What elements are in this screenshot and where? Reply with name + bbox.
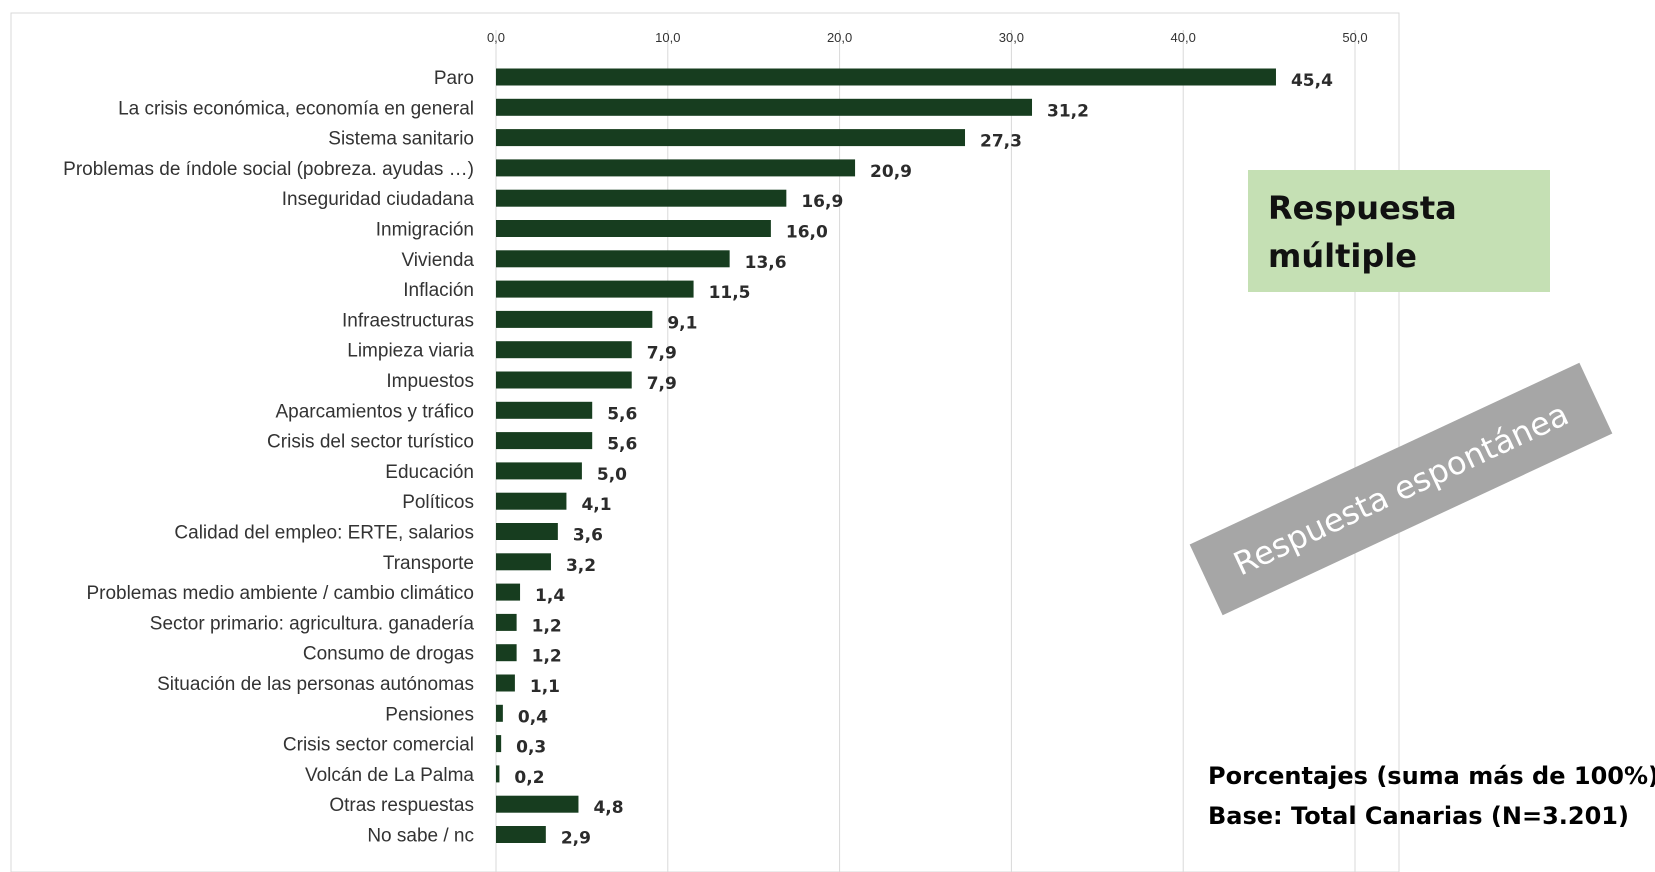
value-label: 9,1 (667, 313, 697, 333)
value-label: 45,4 (1291, 71, 1333, 91)
value-labels: 45,4 31,2 27,3 20,9 16,9 16,0 13,6 11,5 9,1 7,9 7,… (514, 71, 1333, 849)
bar (496, 523, 558, 540)
category-label: Problemas de índole social (pobreza. ayu… (63, 159, 474, 180)
category-label: Pensiones (385, 704, 474, 725)
category-label: Limpieza viaria (347, 341, 474, 362)
value-label: 5,6 (607, 435, 637, 455)
value-label: 0,2 (514, 768, 544, 788)
category-label: Sector primario: agricultura. ganadería (150, 613, 475, 634)
category-label: Impuestos (386, 371, 474, 392)
bar (496, 795, 579, 813)
value-label: 7,9 (647, 344, 677, 364)
bar (496, 492, 567, 510)
value-label: 16,9 (801, 192, 843, 212)
bar (496, 644, 517, 662)
category-label: Inseguridad ciudadana (282, 189, 475, 210)
category-label: Infraestructuras (342, 310, 474, 331)
bar (496, 704, 503, 722)
multiple-response-line1: Respuesta (1268, 189, 1457, 227)
value-label: 20,9 (870, 162, 912, 182)
bar (496, 432, 593, 450)
value-label: 5,6 (607, 404, 637, 424)
bar (496, 583, 521, 601)
bar (496, 613, 517, 631)
bar (496, 735, 502, 753)
bar (496, 189, 787, 207)
value-label: 5,0 (597, 465, 627, 485)
category-label: No sabe / nc (367, 826, 474, 847)
value-label: 4,8 (593, 798, 623, 818)
x-tick-label: 40,0 (1171, 30, 1196, 45)
value-label: 7,9 (647, 374, 677, 394)
bar (496, 98, 1033, 116)
x-tick-label: 10,0 (655, 30, 680, 45)
bar (496, 310, 653, 328)
bar (496, 826, 546, 843)
category-label: Crisis sector comercial (283, 735, 474, 756)
percentages-note: Porcentajes (suma más de 100%) (1208, 762, 1655, 790)
category-label: Crisis del sector turístico (267, 432, 474, 453)
category-label: Vivienda (401, 250, 474, 271)
bar (496, 401, 593, 419)
base-note: Base: Total Canarias (N=3.201) (1208, 802, 1629, 830)
value-label: 1,2 (532, 616, 562, 636)
bar (496, 68, 1276, 86)
x-tick-label: 50,0 (1342, 30, 1367, 45)
category-label: Inflación (403, 280, 474, 301)
value-label: 2,9 (561, 829, 591, 849)
bar (496, 674, 515, 692)
category-label: La crisis económica, economía en general (118, 98, 474, 119)
value-label: 0,4 (518, 707, 548, 727)
bar (496, 250, 730, 268)
value-label: 3,6 (573, 526, 603, 546)
category-label: Consumo de drogas (303, 644, 474, 665)
bar (496, 553, 551, 571)
x-tick-labels: 0,0 10,0 20,0 30,0 40,0 50,0 (487, 30, 1368, 45)
value-label: 16,0 (786, 223, 828, 243)
x-tick-label: 30,0 (999, 30, 1024, 45)
category-label: Otras respuestas (329, 795, 474, 816)
bar (496, 765, 500, 783)
bar (496, 220, 771, 237)
category-label: Aparcamientos y tráfico (275, 401, 474, 422)
x-tick-label: 0,0 (487, 30, 505, 45)
bar (496, 280, 694, 298)
x-tick-label: 20,0 (827, 30, 852, 45)
value-label: 1,4 (535, 586, 565, 606)
bar (496, 462, 582, 480)
bars (496, 68, 1276, 843)
multiple-response-line2: múltiple (1268, 237, 1417, 275)
value-label: 0,3 (516, 738, 546, 758)
category-label: Educación (385, 462, 474, 483)
multiple-response-box: Respuesta múltiple (1248, 170, 1550, 292)
category-label: Situación de las personas autónomas (157, 674, 474, 695)
category-label: Sistema sanitario (328, 129, 474, 150)
value-label: 13,6 (745, 253, 787, 273)
category-label: Problemas medio ambiente / cambio climát… (86, 583, 474, 604)
category-label: Paro (434, 68, 474, 89)
value-label: 11,5 (709, 283, 751, 303)
category-labels: Paro La crisis económica, economía en gen… (63, 68, 474, 847)
plot-frame (10, 12, 1400, 872)
value-label: 27,3 (980, 132, 1022, 152)
value-label: 4,1 (581, 495, 611, 515)
value-label: 31,2 (1047, 101, 1089, 121)
bar (496, 159, 856, 177)
category-label: Políticos (402, 492, 474, 513)
value-label: 1,2 (532, 647, 562, 667)
bar (496, 129, 966, 147)
value-label: 3,2 (566, 556, 596, 576)
category-label: Transporte (383, 553, 474, 574)
bar (496, 371, 632, 389)
category-label: Calidad del empleo: ERTE, salarios (174, 523, 474, 544)
category-label: Inmigración (376, 220, 474, 241)
chart-notes: Porcentajes (suma más de 100%) Base: Tot… (1208, 756, 1655, 836)
bar (496, 341, 632, 359)
category-label: Volcán de La Palma (305, 765, 474, 786)
value-label: 1,1 (530, 677, 560, 697)
